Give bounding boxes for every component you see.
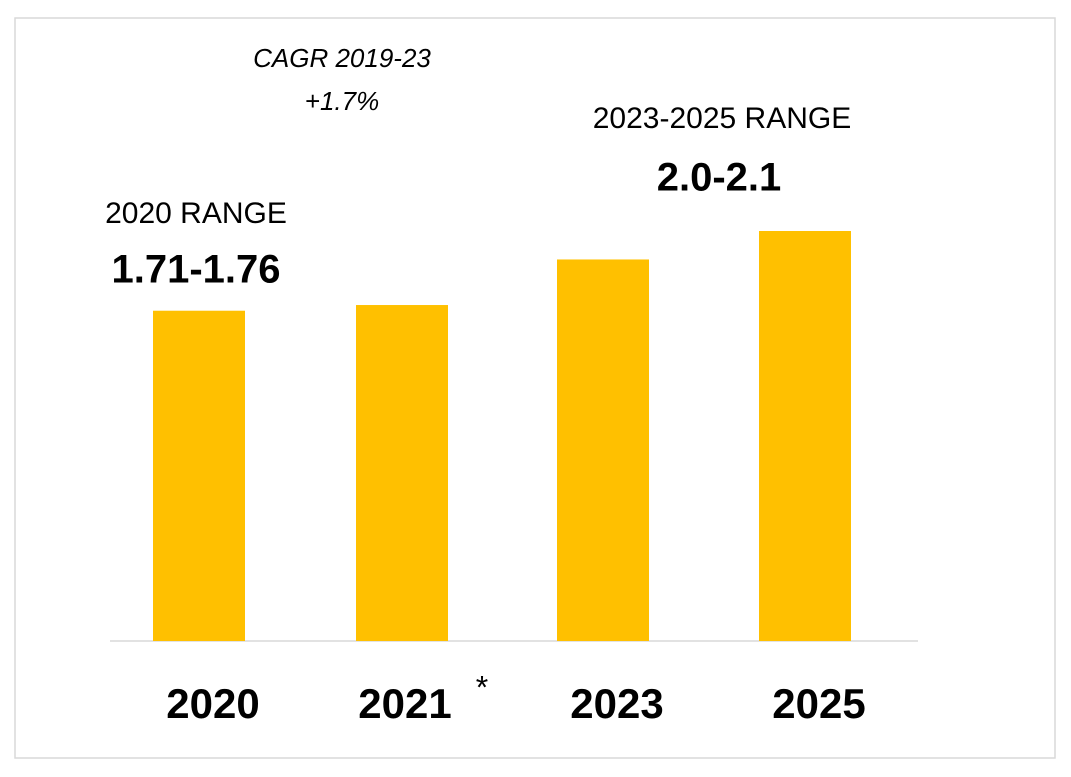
bar bbox=[759, 231, 851, 641]
footnote-marker: * bbox=[476, 669, 488, 705]
x-tick-label: 2023 bbox=[570, 680, 663, 727]
bar bbox=[153, 310, 245, 641]
x-tick-label: 2025 bbox=[772, 680, 865, 727]
range-label: 2020 RANGE bbox=[105, 197, 287, 230]
range-value: 2.0-2.1 bbox=[657, 156, 782, 200]
bar bbox=[557, 259, 649, 641]
bar bbox=[356, 305, 448, 641]
cagr-label: CAGR 2019-23 bbox=[253, 43, 431, 73]
range-value: 1.71-1.76 bbox=[111, 248, 280, 292]
range-label: 2023-2025 RANGE bbox=[593, 102, 852, 135]
cagr-value: +1.7% bbox=[305, 86, 379, 116]
x-tick-label: 2020 bbox=[166, 680, 259, 727]
x-tick-label: 2021 bbox=[358, 680, 451, 727]
